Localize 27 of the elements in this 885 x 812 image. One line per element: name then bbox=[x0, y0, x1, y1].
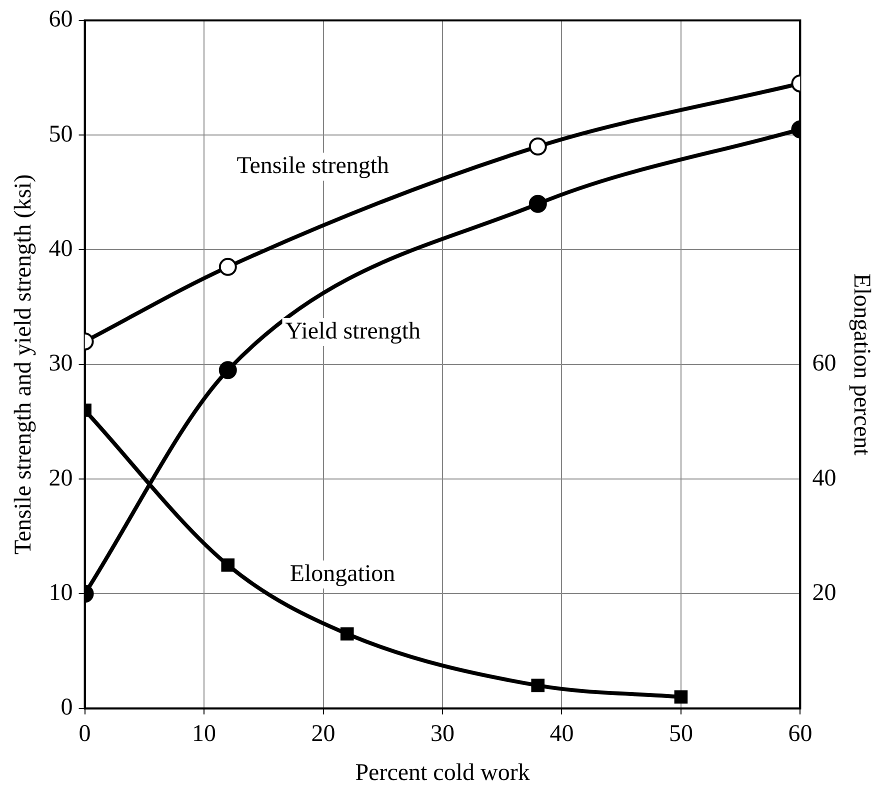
x-tick-label: 0 bbox=[78, 721, 91, 748]
point bbox=[340, 627, 354, 641]
y-axis-title: Tensile strength and yield strength (ksi) bbox=[10, 174, 37, 555]
series-label: Yield strength bbox=[285, 318, 421, 344]
x-tick-label: 40 bbox=[550, 721, 574, 748]
y2-axis-title: Elongation percent bbox=[848, 273, 874, 456]
y-tick-label: 50 bbox=[48, 121, 73, 148]
x-tick-label: 50 bbox=[668, 721, 693, 748]
point bbox=[531, 678, 545, 692]
y-tick-label: 30 bbox=[48, 350, 73, 377]
series-label: Elongation bbox=[290, 560, 396, 587]
y2-tick-label: 60 bbox=[812, 350, 836, 377]
x-tick-label: 30 bbox=[430, 721, 454, 748]
y2-tick-label: 40 bbox=[812, 465, 836, 492]
y2-tick-label: 20 bbox=[812, 580, 836, 606]
y-tick-label: 10 bbox=[48, 580, 73, 606]
y-tick-label: 0 bbox=[60, 694, 73, 721]
y-tick-label: 40 bbox=[48, 236, 73, 262]
y-tick-label: 60 bbox=[48, 6, 73, 33]
x-tick-label: 10 bbox=[192, 721, 216, 748]
point bbox=[674, 690, 688, 704]
point bbox=[221, 558, 235, 572]
x-tick-label: 20 bbox=[311, 721, 336, 748]
y-tick-label: 20 bbox=[48, 465, 73, 492]
x-axis-title: Percent cold work bbox=[355, 760, 530, 786]
x-tick-label: 60 bbox=[788, 721, 812, 748]
series-label: Tensile strength bbox=[236, 153, 390, 180]
